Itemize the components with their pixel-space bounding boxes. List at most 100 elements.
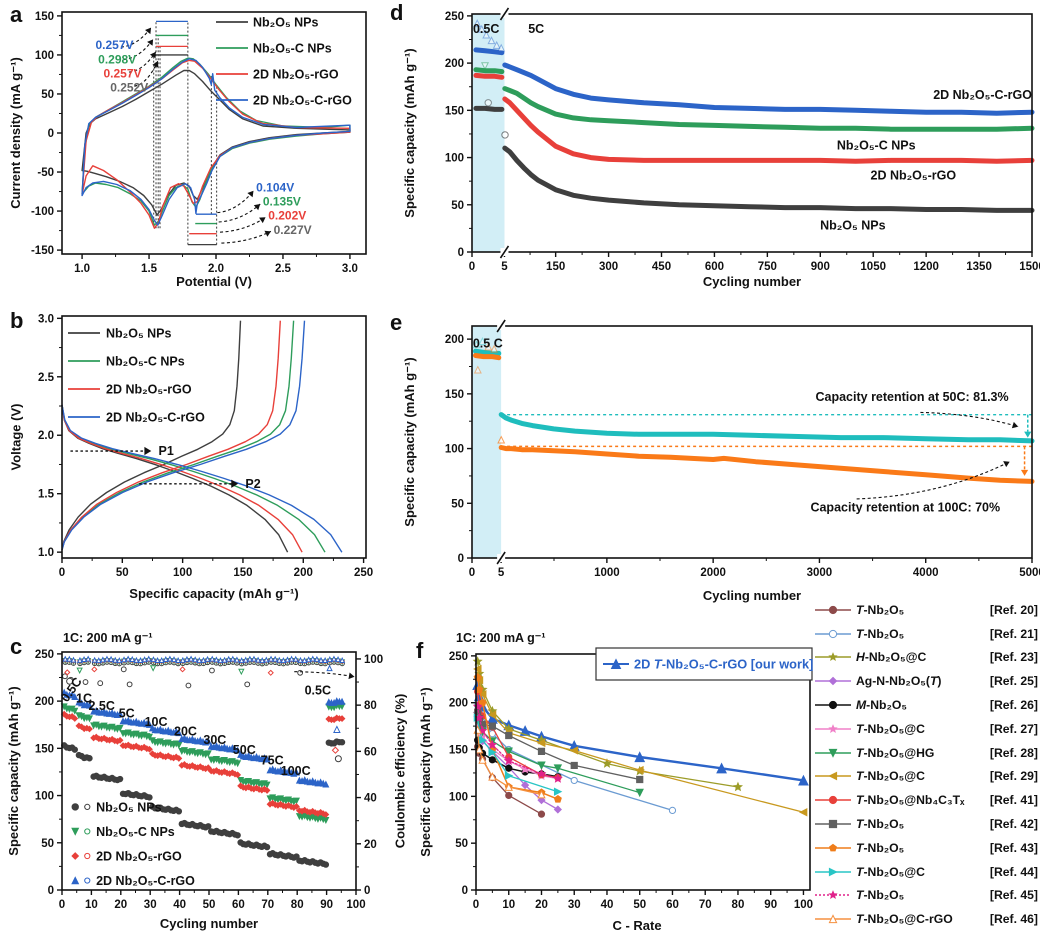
ref-legend-citation: [Ref. 45] xyxy=(989,888,1038,903)
svg-text:20: 20 xyxy=(364,839,377,851)
svg-text:2D Nb₂O₅-C-rGO: 2D Nb₂O₅-C-rGO xyxy=(933,88,1032,102)
panel-a-plot: 1.0 1.5 2.0 2.5 3.0 -150 -100 -50 0 50 100 150 0.257… xyxy=(31,11,367,275)
legend-marker-icon xyxy=(815,676,851,686)
svg-text:150: 150 xyxy=(449,745,468,757)
ref-legend-row: Ag-N-Nb₂O₅(T) [Ref. 25] xyxy=(812,669,1040,693)
svg-text:40: 40 xyxy=(173,899,186,911)
ref-legend-material: T-Nb₂O₅ xyxy=(856,840,905,855)
svg-text:150: 150 xyxy=(35,743,54,755)
ref-legend-citation: [Ref. 27] xyxy=(989,721,1038,736)
panel-a: 1.0 1.5 2.0 2.5 3.0 -150 -100 -50 0 50 100 150 0.257… xyxy=(0,0,380,300)
svg-text:50: 50 xyxy=(116,567,129,579)
svg-text:0: 0 xyxy=(462,885,468,897)
ref-legend-row: T-Nb₂O₅@Nb₄C₃Tₓ [Ref. 41] xyxy=(812,788,1040,812)
svg-text:0.104V: 0.104V xyxy=(256,181,294,195)
svg-text:50: 50 xyxy=(455,838,468,850)
svg-text:50: 50 xyxy=(203,899,216,911)
panel-letter-e: e xyxy=(390,310,403,335)
svg-text:2.0: 2.0 xyxy=(38,430,54,442)
svg-text:30: 30 xyxy=(568,899,581,911)
svg-text:1.0: 1.0 xyxy=(74,263,90,275)
svg-text:50: 50 xyxy=(41,838,54,850)
panel-f-plot: 0 10 20 30 40 50 60 70 80 90 100 0 50 100 150 200 250 2D … xyxy=(449,647,813,911)
svg-text:150: 150 xyxy=(445,105,464,117)
svg-text:0.298V: 0.298V xyxy=(98,53,136,67)
svg-text:100: 100 xyxy=(445,153,464,165)
legend-marker-icon xyxy=(815,819,851,829)
svg-text:2D T-Nb₂O₅-C-rGO [our work]: 2D T-Nb₂O₅-C-rGO [our work] xyxy=(634,657,813,672)
svg-text:Nb₂O₅ NPs: Nb₂O₅ NPs xyxy=(96,800,162,814)
svg-text:30: 30 xyxy=(144,899,157,911)
ref-legend-row: T-Nb₂O₅ [Ref. 42] xyxy=(812,812,1040,836)
legend-marker-icon xyxy=(815,914,851,924)
svg-text:60: 60 xyxy=(666,899,679,911)
svg-text:150: 150 xyxy=(445,389,464,401)
svg-text:50: 50 xyxy=(451,498,464,510)
panel-b-plot: 0 50 100 150 200 250 1.0 1.5 2.0 2.5 3.0 P1 P2 Nb₂O₅ … xyxy=(38,313,373,579)
svg-text:2D Nb₂O₅-C-rGO: 2D Nb₂O₅-C-rGO xyxy=(253,94,352,108)
svg-text:100: 100 xyxy=(35,50,54,62)
svg-text:150: 150 xyxy=(546,261,565,273)
svg-text:0.227V: 0.227V xyxy=(274,223,312,237)
svg-text:20: 20 xyxy=(114,899,127,911)
svg-text:40: 40 xyxy=(364,793,377,805)
svg-text:70: 70 xyxy=(261,899,274,911)
panel-c-plot: 0 10 20 30 40 50 60 70 80 90 100 0 50 100 150 200 250 0 20… xyxy=(35,649,383,911)
ref-legend-material: Ag-N-Nb₂O₅(T) xyxy=(856,674,942,689)
svg-text:1.0: 1.0 xyxy=(38,547,54,559)
svg-text:1050: 1050 xyxy=(860,261,886,273)
ref-legend-row: T-Nb₂O₅@C-rGO [Ref. 46] xyxy=(812,907,1040,931)
svg-text:1200: 1200 xyxy=(913,261,939,273)
ref-legend-row: T-Nb₂O₅@C [Ref. 44] xyxy=(812,860,1040,884)
svg-text:Nb₂O₅-C NPs: Nb₂O₅-C NPs xyxy=(106,355,185,369)
legend-marker-icon xyxy=(815,723,851,733)
svg-text:80: 80 xyxy=(732,899,745,911)
svg-text:1.5: 1.5 xyxy=(38,489,55,501)
svg-text:2.5: 2.5 xyxy=(38,372,55,384)
svg-text:450: 450 xyxy=(652,261,671,273)
svg-text:Nb₂O₅-C NPs: Nb₂O₅-C NPs xyxy=(96,825,175,839)
svg-text:150: 150 xyxy=(35,11,54,23)
panel-f-ylabel: Specific capacity (mAh g⁻¹) xyxy=(418,687,433,857)
ref-legend-material: T-Nb₂O₅ xyxy=(856,817,905,832)
svg-text:2D Nb₂O₅-rGO: 2D Nb₂O₅-rGO xyxy=(106,383,192,397)
panel-b-ylabel: Voltage (V) xyxy=(8,403,24,471)
svg-text:0: 0 xyxy=(59,567,65,579)
panel-letter-c: c xyxy=(10,634,23,659)
ref-legend-row: T-Nb₂O₅@C [Ref. 29] xyxy=(812,765,1040,789)
svg-text:0: 0 xyxy=(469,567,475,579)
svg-text:0.5 C: 0.5 C xyxy=(473,337,503,351)
svg-text:200: 200 xyxy=(449,698,468,710)
svg-text:100: 100 xyxy=(173,567,192,579)
svg-text:150: 150 xyxy=(233,567,252,579)
svg-text:1000: 1000 xyxy=(594,567,620,579)
ref-legend-citation: [Ref. 28] xyxy=(989,745,1038,760)
svg-text:10: 10 xyxy=(85,899,98,911)
svg-text:100C: 100C xyxy=(281,764,311,778)
svg-text:3.0: 3.0 xyxy=(38,313,54,325)
ref-legend-row: T-Nb₂O₅ [Ref. 45] xyxy=(812,884,1040,908)
svg-text:30C: 30C xyxy=(203,733,226,747)
ref-legend-material: T-Nb₂O₅ xyxy=(856,626,905,641)
legend-marker-icon xyxy=(815,700,851,710)
panel-letter-a: a xyxy=(10,2,23,27)
svg-text:-100: -100 xyxy=(31,206,54,218)
ref-legend-material: T-Nb₂O₅@Nb₄C₃Tₓ xyxy=(856,793,965,808)
svg-text:90: 90 xyxy=(320,899,333,911)
ref-legend-material: T-Nb₂O₅@C xyxy=(856,721,925,736)
ref-legend-row: T-Nb₂O₅@C [Ref. 27] xyxy=(812,717,1040,741)
svg-text:0.257V: 0.257V xyxy=(104,67,142,81)
svg-text:P1: P1 xyxy=(159,444,174,458)
ref-legend-material: H-Nb₂O₅@C xyxy=(856,650,927,665)
svg-text:-50: -50 xyxy=(37,167,54,179)
svg-text:3.0: 3.0 xyxy=(342,263,358,275)
svg-text:2.5C: 2.5C xyxy=(88,699,114,713)
svg-text:10: 10 xyxy=(502,899,515,911)
legend-marker-icon xyxy=(815,605,851,614)
svg-text:2.0: 2.0 xyxy=(208,263,224,275)
